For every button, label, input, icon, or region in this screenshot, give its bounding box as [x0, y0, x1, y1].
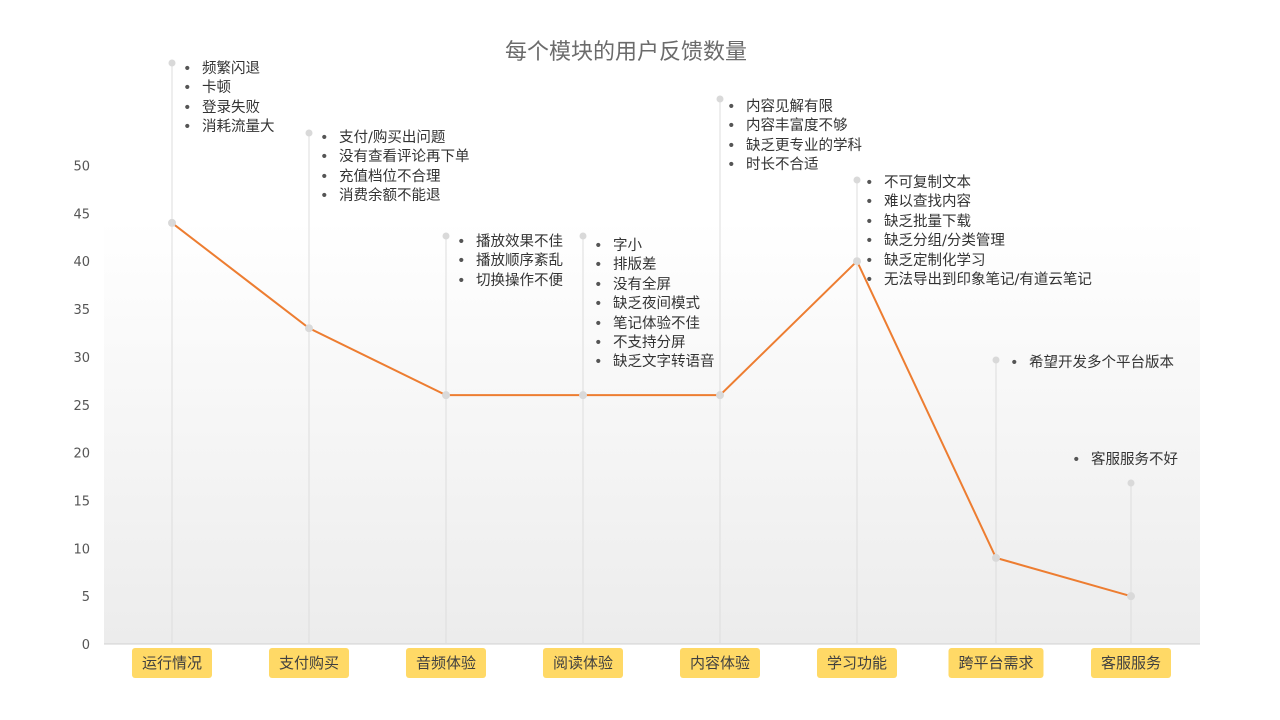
- annotation-item: 消耗流量大: [183, 118, 275, 137]
- y-axis: 0 5 10 15 20 25 30 35 40 45 50: [73, 160, 90, 654]
- x-tick-label: 支付购买: [268, 648, 350, 678]
- annotation-item: 缺乏定制化学习: [865, 252, 1092, 271]
- annotation-item: 缺乏更专业的学科: [727, 137, 862, 156]
- y-tick-label: 35: [73, 303, 90, 318]
- annotation-stem-dot: [305, 129, 313, 137]
- annotation-item: 没有全屏: [594, 276, 715, 295]
- annotation-item: 播放效果不佳: [457, 233, 563, 252]
- y-tick-label: 40: [73, 255, 90, 270]
- annotation-item: 卡顿: [183, 79, 275, 98]
- annotation-stem-dot: [168, 59, 176, 67]
- y-tick-label: 10: [73, 542, 90, 557]
- annotation-list: 支付/购买出问题没有查看评论再下单充值档位不合理消费余额不能退: [320, 129, 470, 207]
- annotation-list: 播放效果不佳播放顺序紊乱切换操作不便: [457, 233, 563, 291]
- x-tick-label: 阅读体验: [542, 648, 624, 678]
- x-tick-label: 客服服务: [1090, 648, 1172, 678]
- annotation-item: 缺乏批量下载: [865, 213, 1092, 232]
- annotation-item: 客服服务不好: [1072, 451, 1178, 470]
- annotation-item: 频繁闪退: [183, 60, 275, 79]
- annotation-item: 没有查看评论再下单: [320, 148, 470, 167]
- annotation-item: 播放顺序紊乱: [457, 252, 563, 271]
- annotation-stem-dot: [1127, 479, 1135, 487]
- annotation-item: 内容见解有限: [727, 98, 862, 117]
- annotation-list: 希望开发多个平台版本: [1010, 354, 1174, 373]
- annotation-list: 不可复制文本难以查找内容缺乏批量下载缺乏分组/分类管理缺乏定制化学习无法导出到印…: [865, 174, 1092, 290]
- data-point: [442, 391, 450, 400]
- data-point: [579, 391, 587, 400]
- annotation-item: 字小: [594, 237, 715, 256]
- annotation-stem-dot: [992, 356, 1000, 364]
- annotation-item: 充值档位不合理: [320, 168, 470, 187]
- annotation-item: 希望开发多个平台版本: [1010, 354, 1174, 373]
- annotation-list: 字小排版差没有全屏缺乏夜间模式笔记体验不佳不支持分屏缺乏文字转语音: [594, 237, 715, 373]
- data-point: [168, 218, 176, 227]
- annotation-item: 消费余额不能退: [320, 187, 470, 206]
- annotation-item: 支付/购买出问题: [320, 129, 470, 148]
- data-point: [992, 553, 1000, 562]
- data-points: [168, 218, 1135, 601]
- annotation-item: 无法导出到印象笔记/有道云笔记: [865, 271, 1092, 290]
- annotation-item: 不可复制文本: [865, 174, 1092, 193]
- annotation-stem-dot: [442, 232, 450, 240]
- data-point: [305, 324, 313, 333]
- x-tick-label: 跨平台需求: [948, 648, 1044, 678]
- series-line: [171, 222, 1132, 598]
- y-tick-label: 20: [73, 447, 90, 462]
- annotation-stem-dot: [716, 95, 724, 103]
- annotation-item: 切换操作不便: [457, 272, 563, 291]
- annotation-list: 频繁闪退卡顿登录失败消耗流量大: [183, 60, 275, 138]
- data-point: [716, 391, 724, 400]
- annotation-item: 登录失败: [183, 99, 275, 118]
- annotation-item: 缺乏文字转语音: [594, 353, 715, 372]
- annotation-item: 难以查找内容: [865, 193, 1092, 212]
- annotation-item: 时长不合适: [727, 156, 862, 175]
- x-tick-label: 学习功能: [816, 648, 898, 678]
- stems: [168, 59, 1135, 644]
- y-tick-label: 50: [73, 160, 90, 175]
- annotation-item: 缺乏夜间模式: [594, 295, 715, 314]
- annotation-list: 内容见解有限内容丰富度不够缺乏更专业的学科时长不合适: [727, 98, 862, 176]
- annotation-list: 客服服务不好: [1072, 451, 1178, 470]
- annotation-item: 笔记体验不佳: [594, 315, 715, 334]
- y-tick-label: 45: [73, 207, 90, 222]
- annotation-stem-dot: [579, 232, 587, 240]
- x-tick-label: 运行情况: [131, 648, 213, 678]
- annotation-item: 不支持分屏: [594, 334, 715, 353]
- annotation-stem-dot: [853, 176, 861, 184]
- chart-title: 每个模块的用户反馈数量: [504, 40, 747, 65]
- annotation-item: 缺乏分组/分类管理: [865, 232, 1092, 251]
- data-point: [853, 257, 861, 266]
- y-tick-label: 15: [73, 494, 90, 509]
- y-tick-label: 5: [82, 590, 90, 605]
- x-tick-label: 内容体验: [679, 648, 761, 678]
- y-tick-label: 25: [73, 399, 90, 414]
- y-tick-label: 30: [73, 351, 90, 366]
- y-tick-label: 0: [82, 638, 90, 653]
- data-point: [1127, 592, 1135, 601]
- annotation-item: 排版差: [594, 256, 715, 275]
- x-tick-label: 音频体验: [405, 648, 487, 678]
- annotation-item: 内容丰富度不够: [727, 117, 862, 136]
